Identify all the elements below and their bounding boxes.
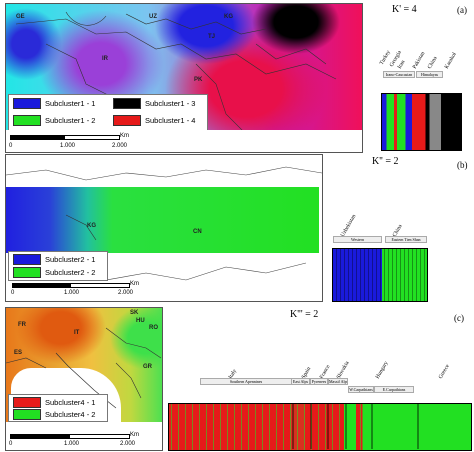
- map-label-cn: CN: [193, 229, 202, 235]
- scale-zero: 0: [11, 290, 15, 296]
- scale-area: 0 1.000 2.000 Km: [6, 130, 362, 152]
- map-label-kg: KG: [87, 223, 96, 229]
- map-panel-c: FR IT ES SK HU RO GR Subcluster4 - 1 Sub…: [5, 307, 163, 451]
- scale-mid: 1.000: [64, 441, 80, 447]
- panel-letter-b: (b): [457, 160, 468, 170]
- scale-zero: 0: [9, 143, 13, 149]
- structure-dividers-c: [292, 403, 419, 449]
- k-label-b: K'' = 2: [372, 156, 399, 167]
- map-label-es: ES: [14, 350, 23, 356]
- legend-label: Subcluster4 - 1: [45, 398, 96, 407]
- legend-item: Subcluster1 - 2: [13, 115, 95, 126]
- region-label: Himalayas: [416, 71, 443, 78]
- legend-item: Subcluster4 - 2: [13, 409, 95, 420]
- legend-swatch: [13, 115, 41, 126]
- scale-bar: [12, 283, 130, 288]
- region-label: Massif Alps: [328, 378, 348, 385]
- legend-item: Subcluster4 - 1: [13, 397, 95, 408]
- map-label-fr: FR: [18, 322, 26, 328]
- scale-end: 2.000: [112, 143, 128, 149]
- legend-label: Subcluster4 - 2: [45, 410, 96, 419]
- scale-unit: Km: [130, 432, 139, 438]
- pop-label: Greece: [437, 363, 451, 380]
- map-label-it: IT: [74, 330, 80, 336]
- region-label: W.Carpathians: [348, 386, 374, 393]
- map-label-hu: HU: [136, 318, 145, 324]
- structure-bars-b: [332, 248, 428, 302]
- structure-bars-a: [381, 93, 462, 151]
- map-label-ge: GE: [16, 14, 25, 20]
- structure-bars-c: [168, 403, 472, 451]
- legend-panel-a: Subcluster1 - 1 Subcluster1 - 3 Subclust…: [8, 94, 208, 132]
- map-label-pk: PK: [194, 77, 203, 83]
- pop-label: Uzbekistan: [339, 213, 358, 238]
- legend-label: Subcluster1 - 2: [45, 116, 96, 125]
- legend-item: Subcluster1 - 1: [13, 98, 95, 109]
- k-label-c: K''' = 2: [290, 309, 319, 320]
- pop-label: Karakol: [443, 51, 458, 70]
- map-label-sk: SK: [130, 310, 139, 316]
- legend-swatch: [13, 98, 41, 109]
- legend-swatch: [13, 254, 41, 265]
- scale-zero: 0: [9, 441, 13, 447]
- region-label: E.Carpathians: [374, 386, 414, 393]
- legend-panel-c: Subcluster4 - 1 Subcluster4 - 2: [8, 394, 108, 422]
- region-label: East Alps: [291, 378, 310, 385]
- region-label: Western: [333, 236, 382, 243]
- legend-label: Subcluster2 - 2: [45, 268, 96, 277]
- map-label-gr: GR: [143, 364, 152, 370]
- pop-label: Iran: [396, 59, 407, 70]
- legend-panel-b: Subcluster2 - 1 Subcluster2 - 2: [8, 251, 108, 281]
- scale-unit: Km: [130, 281, 139, 287]
- scale-bar: [10, 135, 120, 140]
- map-label-uz: UZ: [149, 14, 157, 20]
- legend-label: Subcluster1 - 4: [145, 116, 196, 125]
- scale-end: 2.000: [120, 441, 136, 447]
- legend-swatch: [13, 267, 41, 278]
- legend-item: Subcluster1 - 3: [113, 98, 195, 109]
- legend-swatch: [113, 98, 141, 109]
- pop-label: Pakistan: [411, 50, 427, 70]
- panel-letter-a: (a): [457, 5, 467, 15]
- k-label-a: K' = 4: [392, 4, 417, 15]
- pop-label: Hungary: [374, 360, 390, 380]
- legend-label: Subcluster1 - 1: [45, 99, 96, 108]
- map-label-ro: RO: [149, 325, 158, 331]
- legend-swatch: [13, 409, 41, 420]
- region-label: Eastern Tien Shan: [385, 236, 427, 243]
- legend-swatch: [13, 397, 41, 408]
- scale-unit: Km: [120, 133, 129, 139]
- legend-label: Subcluster2 - 1: [45, 255, 96, 264]
- map-label-kg: KG: [224, 14, 233, 20]
- scale-mid: 1.000: [64, 290, 80, 296]
- legend-item: Subcluster2 - 2: [13, 267, 95, 278]
- legend-swatch: [113, 115, 141, 126]
- scale-end: 2.000: [118, 290, 134, 296]
- legend-item: Subcluster1 - 4: [113, 115, 195, 126]
- panel-letter-c: (c): [454, 313, 464, 323]
- region-label: Irano-Caucasian: [383, 71, 415, 78]
- map-label-tj: TJ: [208, 34, 216, 40]
- region-label: Southern Apennines: [200, 378, 292, 385]
- map-panel-b: KG CN Subcluster2 - 1 Subcluster2 - 2 0 …: [5, 154, 323, 302]
- scale-mid: 1.000: [60, 143, 76, 149]
- legend-label: Subcluster1 - 3: [145, 99, 196, 108]
- pop-label: China: [426, 55, 439, 70]
- map-label-ir: IR: [102, 56, 108, 62]
- region-label: Pyrenees: [310, 378, 328, 385]
- cluster-surface: [6, 187, 319, 253]
- scale-area: 0 1.000 2.000 Km: [6, 422, 162, 450]
- legend-item: Subcluster2 - 1: [13, 254, 95, 265]
- map-panel-a: GE UZ KG TJ IR PK Subcluster1 - 1 Subclu…: [5, 3, 363, 153]
- scale-bar: [10, 434, 130, 439]
